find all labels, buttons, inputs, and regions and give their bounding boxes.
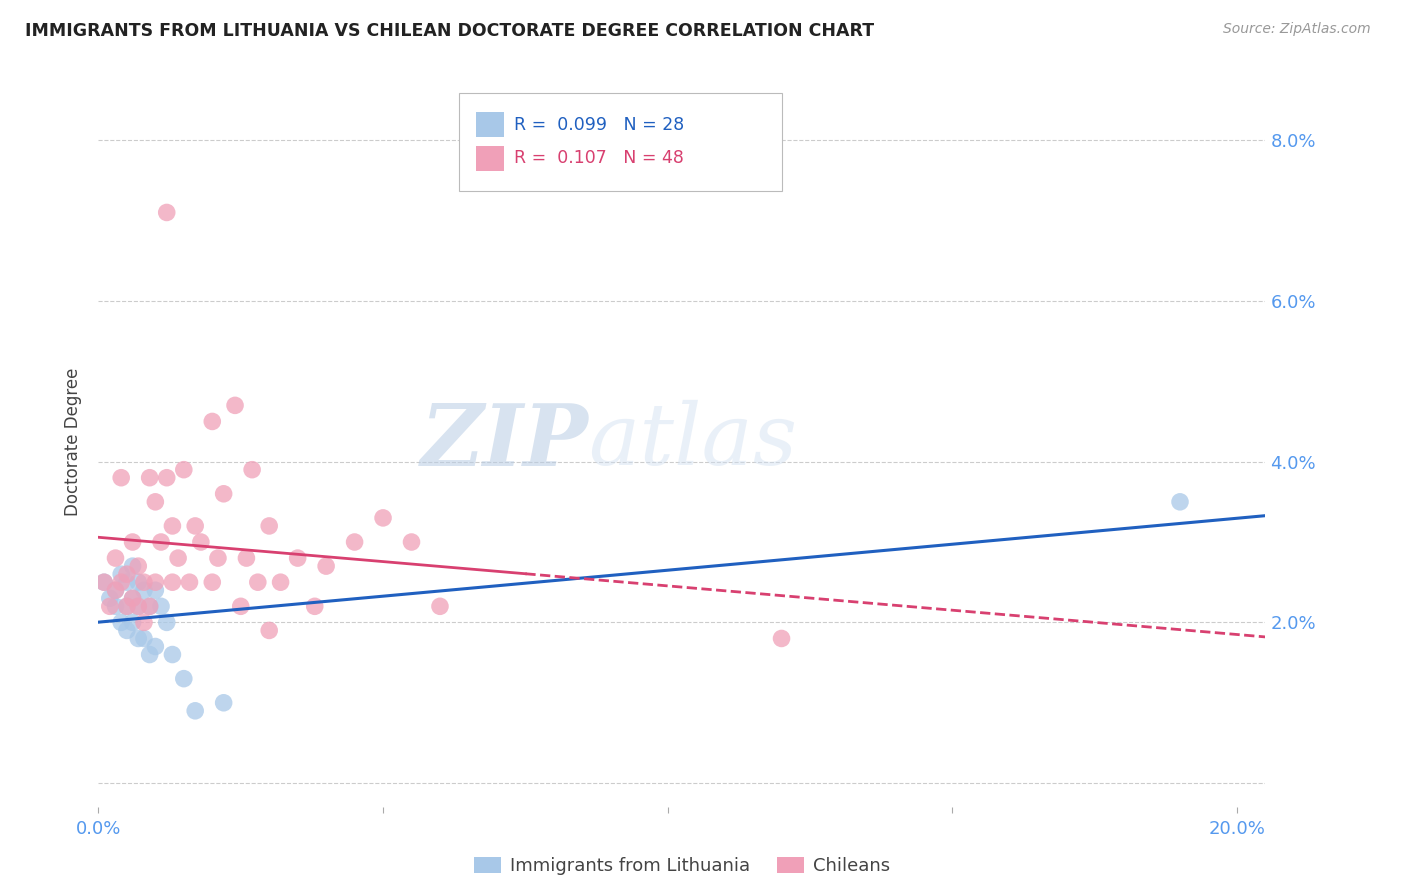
Point bbox=[257, 624, 280, 638]
Point bbox=[201, 575, 224, 590]
Point bbox=[104, 599, 127, 614]
Point bbox=[257, 519, 280, 533]
Point bbox=[315, 559, 337, 574]
Point bbox=[138, 471, 160, 485]
Point bbox=[246, 575, 269, 590]
Point bbox=[207, 551, 229, 566]
Point bbox=[1168, 495, 1191, 509]
Point bbox=[167, 551, 190, 566]
Point bbox=[304, 599, 326, 614]
Point bbox=[110, 471, 132, 485]
Point bbox=[93, 575, 115, 590]
Point bbox=[115, 599, 138, 614]
Point bbox=[115, 567, 138, 582]
Point bbox=[156, 471, 179, 485]
Point bbox=[162, 648, 184, 662]
Text: ZIP: ZIP bbox=[420, 400, 589, 483]
Point bbox=[127, 599, 149, 614]
Point bbox=[143, 583, 166, 598]
Point bbox=[229, 599, 252, 614]
Point bbox=[224, 398, 246, 412]
Point bbox=[110, 575, 132, 590]
Point bbox=[235, 551, 257, 566]
Point bbox=[162, 575, 184, 590]
Text: atlas: atlas bbox=[589, 401, 797, 483]
Point bbox=[132, 632, 155, 646]
Point bbox=[138, 599, 160, 614]
Text: R =  0.099   N = 28: R = 0.099 N = 28 bbox=[513, 116, 685, 134]
Point bbox=[127, 599, 149, 614]
Point bbox=[138, 648, 160, 662]
Point bbox=[212, 696, 235, 710]
Point bbox=[429, 599, 451, 614]
Point bbox=[132, 583, 155, 598]
Point bbox=[127, 559, 149, 574]
Point bbox=[127, 575, 149, 590]
Point bbox=[270, 575, 292, 590]
Point bbox=[173, 463, 195, 477]
Point bbox=[98, 599, 121, 614]
Point bbox=[401, 535, 423, 549]
Point bbox=[343, 535, 366, 549]
Point bbox=[104, 583, 127, 598]
Point bbox=[179, 575, 201, 590]
Text: IMMIGRANTS FROM LITHUANIA VS CHILEAN DOCTORATE DEGREE CORRELATION CHART: IMMIGRANTS FROM LITHUANIA VS CHILEAN DOC… bbox=[25, 22, 875, 40]
Point bbox=[121, 591, 143, 606]
Point bbox=[156, 615, 179, 630]
Point bbox=[121, 535, 143, 549]
Text: R =  0.107   N = 48: R = 0.107 N = 48 bbox=[513, 150, 683, 168]
Point bbox=[132, 575, 155, 590]
Point bbox=[212, 487, 235, 501]
Point bbox=[143, 495, 166, 509]
Point bbox=[127, 632, 149, 646]
Point bbox=[98, 591, 121, 606]
Point bbox=[156, 205, 179, 219]
Point bbox=[110, 615, 132, 630]
Point bbox=[770, 632, 793, 646]
Point bbox=[184, 704, 207, 718]
Point bbox=[150, 535, 173, 549]
Point bbox=[132, 615, 155, 630]
Point bbox=[143, 640, 166, 654]
Legend: Immigrants from Lithuania, Chileans: Immigrants from Lithuania, Chileans bbox=[467, 850, 897, 882]
Point bbox=[121, 591, 143, 606]
Y-axis label: Doctorate Degree: Doctorate Degree bbox=[65, 368, 83, 516]
Point bbox=[115, 599, 138, 614]
Point bbox=[201, 414, 224, 428]
Point bbox=[162, 519, 184, 533]
Point bbox=[190, 535, 212, 549]
Point bbox=[115, 575, 138, 590]
Point bbox=[110, 567, 132, 582]
Point bbox=[173, 672, 195, 686]
Point bbox=[104, 551, 127, 566]
Point bbox=[104, 583, 127, 598]
Text: Source: ZipAtlas.com: Source: ZipAtlas.com bbox=[1223, 22, 1371, 37]
Point bbox=[287, 551, 309, 566]
Point bbox=[240, 463, 263, 477]
Point bbox=[371, 511, 394, 525]
Point bbox=[138, 599, 160, 614]
Point bbox=[143, 575, 166, 590]
Point bbox=[121, 615, 143, 630]
Point bbox=[93, 575, 115, 590]
Point bbox=[184, 519, 207, 533]
Point bbox=[115, 624, 138, 638]
Point bbox=[121, 559, 143, 574]
Point bbox=[150, 599, 173, 614]
